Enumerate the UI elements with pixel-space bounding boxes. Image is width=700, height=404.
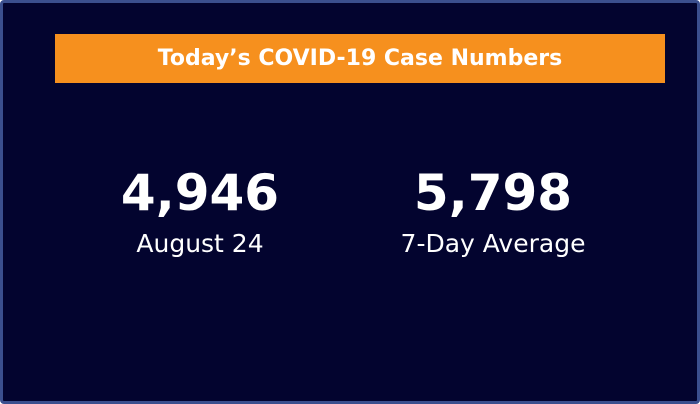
stat-value: 5,798 xyxy=(413,164,573,222)
stat-label: August 24 xyxy=(136,229,264,258)
title-banner: Today’s COVID-19 Case Numbers xyxy=(55,34,665,83)
stat-block: 4,946 August 24 xyxy=(50,163,350,261)
stat-block: 5,798 7-Day Average xyxy=(343,163,643,261)
stat-value: 4,946 xyxy=(120,164,280,222)
stat-label: 7-Day Average xyxy=(400,229,586,258)
title: Today’s COVID-19 Case Numbers xyxy=(157,46,563,71)
